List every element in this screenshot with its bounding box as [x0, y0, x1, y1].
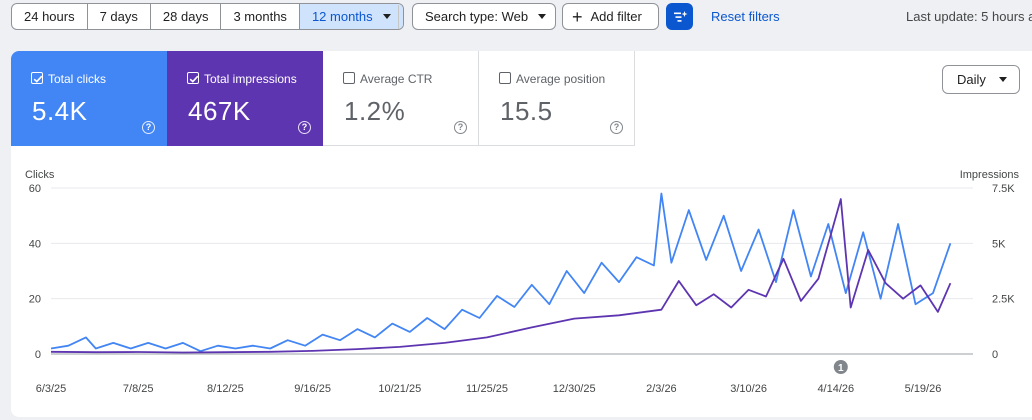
- date-range-selector: 24 hours 7 days 28 days 3 months 12 mont…: [11, 3, 404, 30]
- help-icon[interactable]: ?: [298, 121, 311, 134]
- range-12-months-label: 12 months: [311, 9, 373, 24]
- y2-tick-label: 2.5K: [992, 294, 1015, 306]
- range-12-months[interactable]: 12 months: [299, 4, 403, 29]
- x-tick-label: 4/14/26: [817, 383, 854, 395]
- granularity-dropdown[interactable]: Daily: [942, 65, 1020, 94]
- y2-tick-label: 5K: [992, 238, 1006, 250]
- y-axis-ticks: 0 20 40 60: [29, 183, 41, 361]
- range-3-months[interactable]: 3 months: [221, 4, 300, 29]
- x-tick-label: 2/3/26: [646, 383, 677, 395]
- x-tick-label: 3/10/26: [730, 383, 767, 395]
- metric-label: Average position: [516, 72, 606, 86]
- metric-label: Total clicks: [48, 72, 107, 86]
- y-tick-label: 0: [35, 349, 41, 361]
- series-line-impressions: [50, 198, 952, 354]
- x-tick-label: 12/30/25: [553, 383, 596, 395]
- checkbox-unchecked-icon[interactable]: [343, 72, 355, 84]
- metric-value: 467K: [188, 96, 251, 126]
- metric-total-clicks[interactable]: Total clicks 5.4K ?: [11, 51, 167, 146]
- plus-icon: +: [572, 6, 583, 27]
- metric-value: 5.4K: [32, 96, 88, 126]
- granularity-label: Daily: [957, 72, 986, 87]
- performance-chart: Clicks Impressions 0 20 40 60 0 2.5K 5K 7.5K 6…: [25, 169, 1020, 395]
- help-icon[interactable]: ?: [142, 121, 155, 134]
- y-tick-label: 40: [29, 238, 41, 250]
- performance-card: Total clicks 5.4K ? Total impressions 46…: [11, 51, 1032, 417]
- chevron-down-icon: [382, 14, 391, 19]
- checkbox-unchecked-icon[interactable]: [499, 72, 511, 84]
- metric-value: 15.5: [500, 96, 553, 126]
- toolbar-divider: [398, 5, 399, 29]
- y-tick-label: 20: [29, 294, 41, 306]
- chevron-down-icon: [538, 14, 547, 19]
- metric-average-ctr[interactable]: Average CTR 1.2% ?: [323, 51, 479, 146]
- add-filter-button[interactable]: + Add filter: [562, 3, 659, 30]
- metric-label: Total impressions: [204, 72, 297, 86]
- metric-average-position[interactable]: Average position 15.5 ?: [479, 51, 635, 146]
- range-7-days[interactable]: 7 days: [88, 4, 151, 29]
- last-update-text: Last update: 5 hours a: [906, 9, 1032, 24]
- range-24-hours[interactable]: 24 hours: [12, 4, 88, 29]
- filter-options-button[interactable]: [666, 3, 693, 30]
- x-tick-label: 10/21/25: [378, 383, 421, 395]
- add-filter-label: Add filter: [590, 9, 642, 24]
- x-tick-label: 9/16/25: [294, 383, 331, 395]
- metric-label: Average CTR: [360, 72, 433, 86]
- metric-value: 1.2%: [344, 96, 406, 126]
- checkbox-checked-icon[interactable]: [187, 72, 199, 84]
- x-tick-label: 7/8/25: [123, 383, 154, 395]
- help-icon[interactable]: ?: [454, 121, 467, 134]
- y2-axis-ticks: 0 2.5K 5K 7.5K: [992, 183, 1015, 361]
- toolbar: 24 hours 7 days 28 days 3 months 12 mont…: [0, 0, 1032, 36]
- search-type-dropdown[interactable]: Search type: Web: [412, 3, 556, 30]
- chart-series: [50, 192, 952, 354]
- chart-annotation[interactable]: 1: [833, 360, 848, 374]
- y2-axis-label: Impressions: [960, 169, 1020, 181]
- metric-total-impressions[interactable]: Total impressions 467K ?: [167, 51, 323, 146]
- y-axis-label: Clicks: [25, 169, 55, 181]
- x-tick-label: 5/19/26: [905, 383, 942, 395]
- series-line-clicks: [50, 192, 952, 353]
- range-28-days[interactable]: 28 days: [151, 4, 222, 29]
- y-tick-label: 60: [29, 183, 41, 195]
- search-type-label: Search type: Web: [425, 9, 529, 24]
- help-icon[interactable]: ?: [610, 121, 623, 134]
- filter-sparkle-icon: [673, 10, 687, 22]
- x-tick-label: 6/3/25: [36, 383, 67, 395]
- reset-filters-link[interactable]: Reset filters: [711, 9, 780, 24]
- annotation-marker: [833, 360, 848, 374]
- chart-grid: [51, 187, 973, 355]
- x-tick-label: 11/25/25: [466, 383, 508, 395]
- x-tick-label: 8/12/25: [207, 383, 244, 395]
- chevron-down-icon: [998, 77, 1007, 82]
- annotation-label: 1: [838, 363, 844, 374]
- y2-tick-label: 0: [992, 349, 998, 361]
- x-axis-ticks: 6/3/25 7/8/25 8/12/25 9/16/25 10/21/25 11/25/…: [36, 383, 942, 395]
- checkbox-checked-icon[interactable]: [31, 72, 43, 84]
- y2-tick-label: 7.5K: [992, 183, 1015, 195]
